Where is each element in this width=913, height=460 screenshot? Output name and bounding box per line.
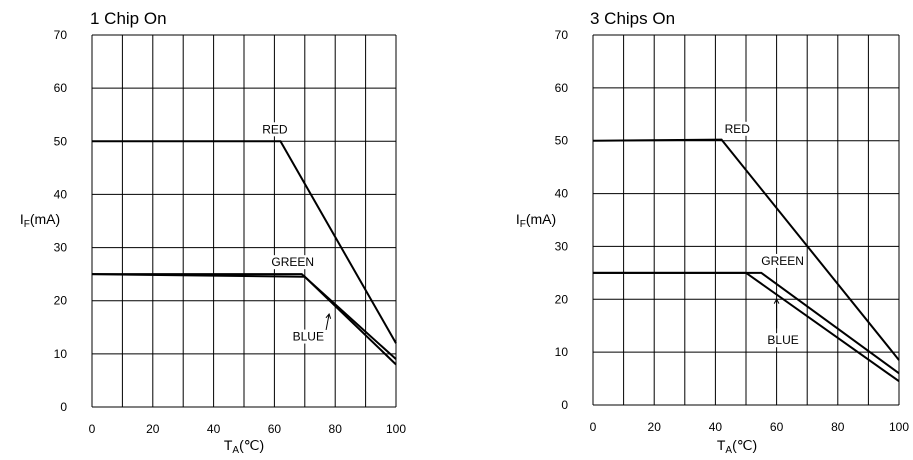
series-label-red: RED [725, 122, 751, 136]
y-axis-title-main: I [20, 211, 24, 227]
series-line-red [592, 138, 900, 361]
y-tick-label: 60 [54, 81, 68, 95]
y-axis-title-unit: (mA) [30, 211, 60, 227]
x-axis-title-sub: A [232, 445, 239, 456]
y-tick-label: 0 [561, 398, 568, 412]
y-tick-label: 40 [54, 187, 68, 201]
y-axis-title-unit: (mA) [526, 211, 556, 227]
y-tick-label: 60 [555, 81, 569, 95]
y-tick-label: 10 [555, 345, 569, 359]
series-line-blue [91, 273, 397, 366]
x-tick-label: 80 [831, 420, 845, 434]
series-label-backdrop [722, 121, 751, 136]
x-axis-title: TA(℃) [717, 437, 757, 456]
series-label-blue: BLUE [293, 330, 324, 344]
series-label-green: GREEN [761, 254, 804, 268]
y-tick-label: 50 [555, 134, 569, 148]
x-tick-label: 0 [89, 422, 96, 436]
chart-title: 1 Chip On [90, 9, 167, 28]
x-tick-label: 0 [590, 420, 597, 434]
x-axis-title-main: T [224, 437, 233, 453]
x-axis-title-main: T [717, 437, 726, 453]
series-label-green: GREEN [271, 255, 314, 269]
x-tick-label: 60 [268, 422, 282, 436]
x-tick-label: 100 [889, 420, 909, 434]
x-axis-title: TA(℃) [224, 437, 264, 456]
x-axis-title-unit: (℃) [239, 437, 264, 453]
y-axis-title-sub: F [24, 219, 30, 230]
blue-pointer-arrow [325, 313, 330, 331]
y-axis-title-main: I [516, 211, 520, 227]
y-axis-title: IF(mA) [516, 211, 556, 230]
y-axis-title-sub: F [520, 219, 526, 230]
x-tick-label: 20 [648, 420, 662, 434]
series-label-backdrop [260, 122, 289, 137]
series-label-red: RED [262, 122, 288, 136]
blue-pointer-arrowhead [325, 312, 332, 319]
y-tick-label: 40 [555, 187, 569, 201]
y-tick-label: 20 [555, 292, 569, 306]
y-tick-label: 30 [54, 241, 68, 255]
y-tick-label: 70 [54, 28, 68, 42]
y-tick-label: 30 [555, 239, 569, 253]
chart-1: 1 Chip On 0 10 20 30 40 50 60 70 0 20 40 60 80 100 IF(m… [20, 9, 406, 456]
series-label-blue: BLUE [767, 333, 798, 347]
series-label-backdrop [269, 255, 314, 270]
x-tick-label: 40 [207, 422, 221, 436]
chart-title: 3 Chips On [590, 9, 675, 28]
series-label-backdrop [759, 253, 804, 268]
series-line-red [92, 140, 397, 344]
series-label-backdrop [765, 333, 802, 348]
x-tick-label: 20 [146, 422, 160, 436]
x-tick-label: 80 [329, 422, 343, 436]
y-tick-label: 10 [54, 347, 68, 361]
y-tick-label: 70 [555, 28, 569, 42]
x-axis-title-unit: (℃) [732, 437, 757, 453]
y-tick-label: 20 [54, 294, 68, 308]
x-axis-title-sub: A [725, 445, 732, 456]
x-tick-label: 100 [386, 422, 406, 436]
y-axis-title: IF(mA) [20, 211, 60, 230]
x-tick-label: 60 [770, 420, 784, 434]
y-tick-label: 50 [54, 134, 68, 148]
blue-pointer-arrowhead [773, 298, 780, 304]
x-tick-label: 40 [709, 420, 723, 434]
series-line-blue [593, 271, 900, 383]
series-label-backdrop [290, 329, 327, 344]
y-tick-label: 0 [60, 400, 67, 414]
